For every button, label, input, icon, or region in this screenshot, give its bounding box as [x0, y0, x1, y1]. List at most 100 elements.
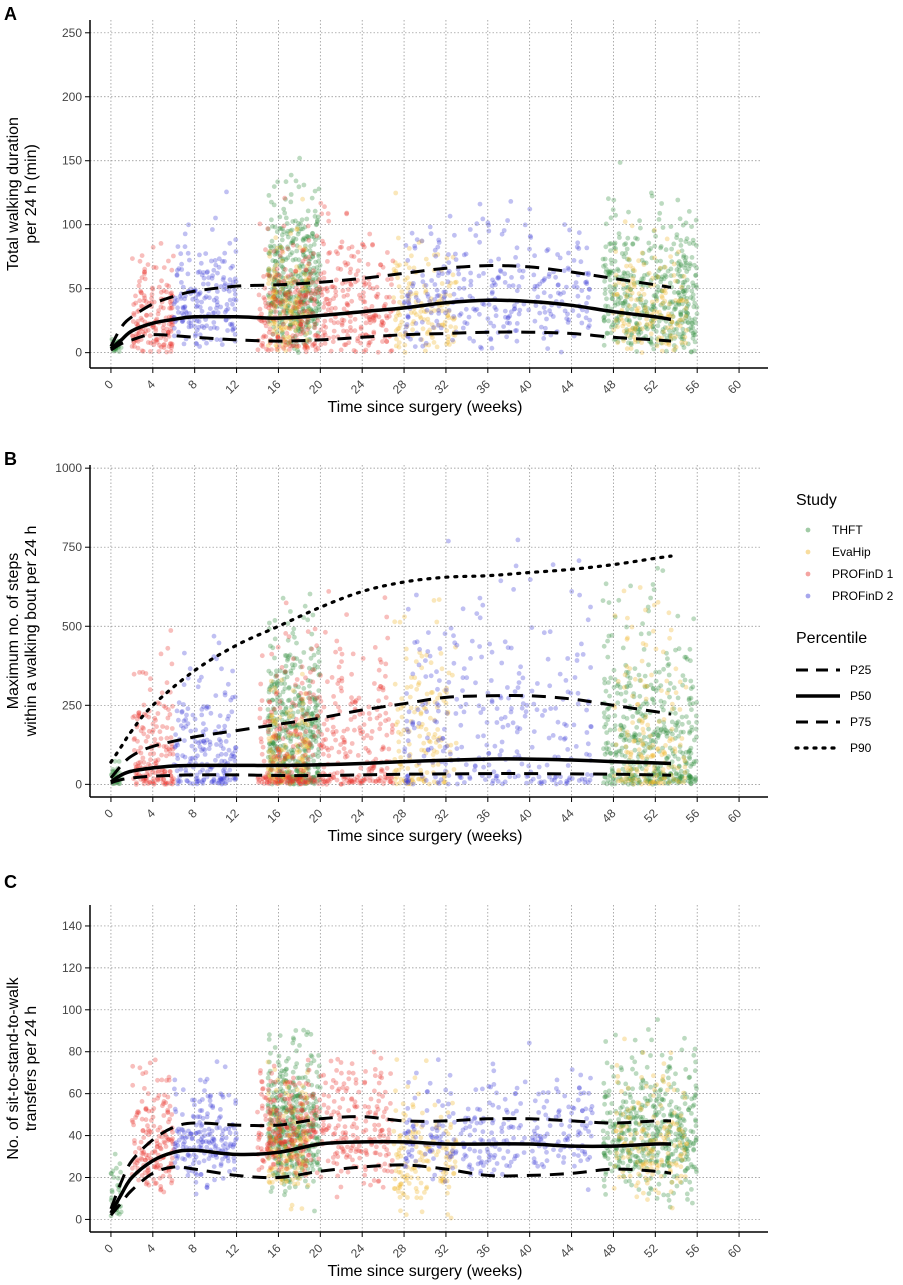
point-thft [315, 294, 321, 300]
point-profind-2 [510, 720, 516, 726]
point-thft [269, 199, 274, 205]
point-profind-2 [565, 747, 571, 752]
point-profind-1 [342, 342, 347, 348]
point-thft [669, 311, 675, 317]
point-profind-2 [214, 742, 219, 747]
point-profind-2 [183, 717, 189, 722]
point-evahip [643, 714, 649, 720]
point-thft [117, 1161, 123, 1167]
point-thft [311, 242, 317, 247]
point-thft [608, 215, 614, 221]
point-thft [611, 241, 617, 247]
point-profind-2 [469, 638, 475, 644]
point-profind-2 [490, 778, 496, 784]
point-profind-2 [586, 286, 592, 292]
point-profind-2 [531, 729, 537, 734]
point-profind-2 [537, 310, 543, 316]
point-profind-2 [213, 693, 219, 698]
point-thft [303, 247, 309, 253]
point-evahip [397, 619, 403, 625]
point-evahip [453, 740, 459, 746]
point-profind-2 [429, 278, 434, 283]
point-profind-1 [255, 776, 261, 781]
point-thft [602, 256, 608, 262]
point-profind-1 [326, 251, 332, 256]
point-profind-2 [438, 325, 444, 331]
point-evahip [628, 767, 634, 773]
point-profind-2 [502, 714, 508, 720]
point-profind-2 [499, 660, 505, 666]
point-profind-2 [444, 710, 450, 716]
point-evahip [417, 733, 423, 739]
point-thft [116, 759, 122, 764]
point-thft [653, 678, 659, 684]
point-profind-2 [481, 302, 487, 307]
point-thft [299, 300, 304, 306]
point-profind-1 [165, 645, 171, 651]
point-profind-1 [326, 753, 332, 759]
point-thft [692, 262, 697, 268]
point-evahip [630, 693, 635, 699]
point-thft [604, 330, 610, 336]
point-profind-2 [494, 720, 500, 725]
point-profind-2 [579, 320, 585, 326]
point-thft [648, 595, 653, 601]
point-profind-2 [546, 735, 552, 741]
point-profind-1 [379, 768, 385, 773]
point-profind-2 [171, 325, 177, 331]
point-profind-1 [281, 278, 287, 284]
point-profind-2 [571, 258, 577, 263]
point-thft [296, 184, 302, 190]
point-profind-1 [307, 696, 313, 701]
point-thft [652, 243, 658, 249]
point-profind-2 [535, 294, 541, 300]
point-profind-2 [514, 749, 520, 755]
point-thft [274, 229, 280, 235]
point-profind-1 [325, 301, 331, 307]
point-thft [271, 184, 277, 190]
point-profind-2 [446, 773, 452, 778]
point-profind-2 [197, 304, 203, 310]
point-profind-2 [199, 308, 205, 314]
point-thft [311, 271, 317, 276]
point-thft [306, 306, 311, 311]
point-evahip [396, 729, 401, 735]
point-thft [296, 257, 302, 263]
point-profind-2 [571, 722, 577, 728]
point-profind-1 [372, 645, 378, 650]
point-profind-2 [173, 732, 179, 737]
point-profind-2 [436, 237, 442, 243]
point-evahip [673, 690, 679, 696]
point-profind-2 [532, 253, 537, 259]
point-profind-2 [480, 602, 486, 608]
point-thft [310, 230, 315, 236]
point-thft [293, 236, 299, 242]
point-profind-1 [355, 268, 361, 274]
point-profind-2 [527, 577, 533, 582]
point-profind-1 [342, 739, 348, 745]
point-profind-2 [550, 562, 556, 568]
point-evahip [677, 323, 683, 329]
point-profind-2 [467, 774, 473, 780]
point-profind-2 [416, 662, 422, 668]
point-profind-1 [335, 320, 341, 325]
point-thft [653, 669, 659, 675]
point-profind-2 [505, 218, 510, 223]
point-profind-2 [174, 272, 180, 278]
point-thft [674, 326, 679, 332]
point-profind-1 [160, 724, 166, 729]
point-thft [278, 263, 284, 269]
point-profind-1 [159, 752, 165, 758]
point-thft [601, 710, 607, 716]
point-thft [303, 293, 308, 298]
point-profind-2 [542, 309, 548, 315]
point-thft [316, 304, 321, 310]
point-profind-2 [513, 563, 519, 569]
point-profind-2 [203, 251, 209, 256]
point-thft [283, 292, 289, 298]
point-evahip [626, 322, 631, 327]
point-profind-2 [458, 311, 464, 317]
point-thft [304, 267, 309, 273]
point-thft [688, 658, 693, 664]
point-evahip [636, 747, 642, 753]
